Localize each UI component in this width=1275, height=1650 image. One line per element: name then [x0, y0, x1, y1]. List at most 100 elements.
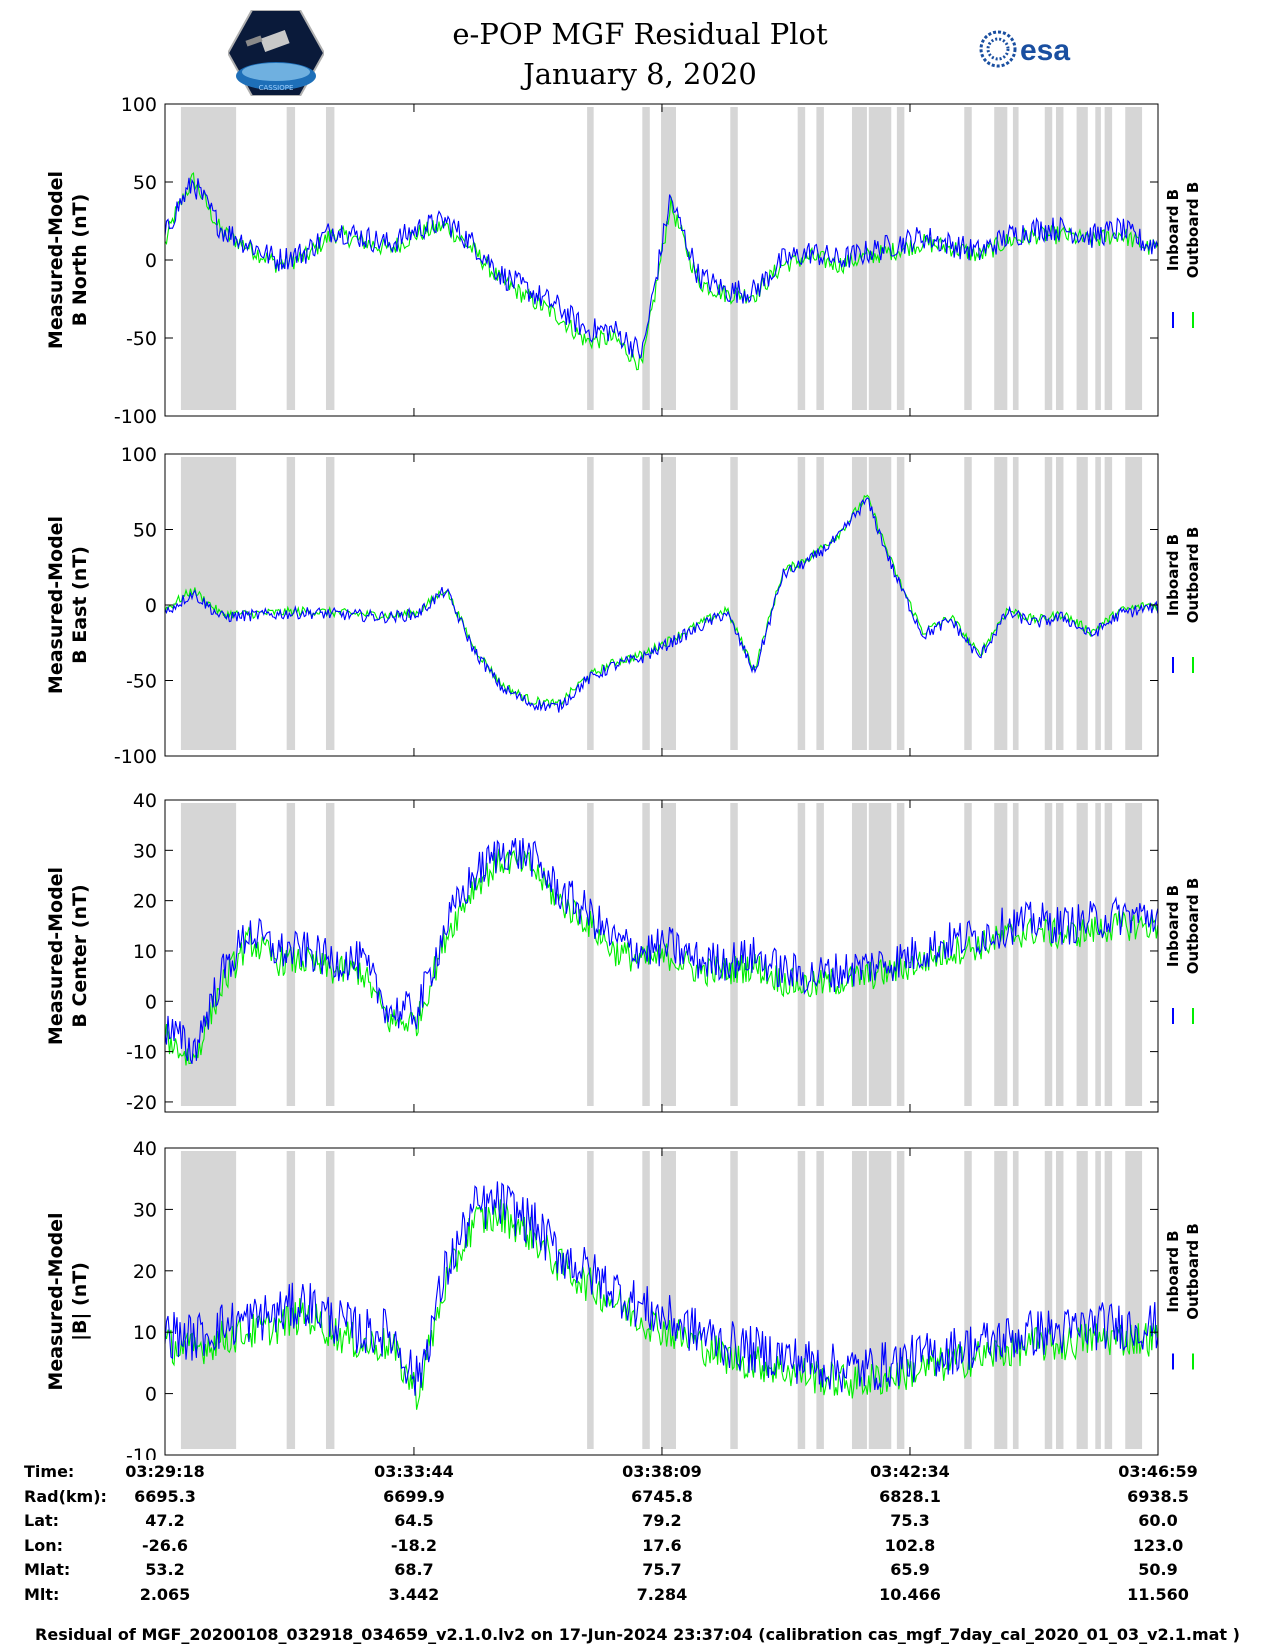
outboard-series-line: [164, 494, 1159, 708]
shade-region: [1076, 803, 1088, 1106]
info-value: 7.284: [636, 1584, 688, 1604]
info-value: 6745.8: [631, 1486, 693, 1506]
legend-outboard-label: Outboard B: [1184, 878, 1202, 975]
info-row: Time: 03:29:18 03:33:44 03:38:09 03:42:34 03:…: [0, 1462, 1275, 1486]
info-value: 64.5: [394, 1511, 434, 1530]
legend-outboard-label: Outboard B: [1184, 527, 1202, 624]
info-value: 123.0: [1132, 1535, 1184, 1555]
info-value: 3.442: [388, 1584, 440, 1604]
shade-region: [1104, 457, 1113, 750]
shade-region: [964, 457, 972, 750]
info-value: -18.2: [390, 1535, 437, 1555]
legend-outboard-label: Outboard B: [1184, 182, 1202, 279]
info-value: 79.2: [642, 1511, 682, 1530]
shade-region: [1055, 457, 1064, 750]
shade-region: [180, 107, 237, 410]
info-value: 65.9: [890, 1560, 930, 1579]
shade-region: [797, 457, 806, 750]
y-tick-label: -50: [126, 328, 157, 350]
shade-region: [286, 107, 296, 410]
y-tick-label: 0: [145, 991, 157, 1013]
shade-region: [964, 1151, 972, 1449]
shade-region: [816, 457, 824, 750]
title-block: e-POP MGF Residual Plot January 8, 2020: [390, 14, 890, 94]
shade-region: [325, 1151, 335, 1449]
shade-region: [1044, 457, 1053, 750]
y-tick-label: 50: [133, 172, 157, 194]
shade-region: [1012, 1151, 1019, 1449]
info-value: 2.065: [139, 1584, 191, 1604]
legend-inboard-label: Inboard B: [1164, 1230, 1182, 1312]
y-tick-label: 20: [133, 1261, 157, 1283]
shade-region: [868, 1151, 892, 1449]
y-tick-label: -10: [126, 1445, 157, 1460]
shade-region: [1055, 1151, 1064, 1449]
y-axis-label: Measured-Model: [45, 867, 67, 1045]
shade-region: [286, 1151, 296, 1449]
legend-outboard-label: Outboard B: [1184, 1223, 1202, 1320]
outboard-series-line: [164, 848, 1159, 1066]
shade-region: [587, 107, 594, 410]
info-row-label: Rad(km):: [24, 1486, 107, 1506]
info-row-label: Lon:: [24, 1535, 63, 1555]
y-tick-label: 100: [121, 94, 157, 116]
shade-region: [964, 803, 972, 1106]
info-value: 10.466: [879, 1584, 941, 1604]
shade-region: [1076, 1151, 1088, 1449]
info-value: 17.6: [642, 1535, 682, 1555]
shade-region: [286, 457, 296, 750]
esa-logo-text: esa: [1020, 34, 1070, 67]
info-value: 68.7: [394, 1560, 434, 1579]
shade-region: [642, 107, 650, 410]
info-value: 75.3: [890, 1511, 930, 1530]
cassiope-logo: CASSIOPE: [226, 9, 326, 100]
y-axis-label: Measured-Model: [45, 1212, 67, 1390]
y-tick-label: 0: [145, 250, 157, 272]
shade-region: [587, 457, 594, 750]
shade-region: [1055, 803, 1064, 1106]
shade-region: [896, 803, 905, 1106]
shade-region: [816, 803, 824, 1106]
info-row-label: Lat:: [24, 1511, 60, 1530]
info-value: 47.2: [145, 1511, 185, 1530]
shade-region: [1044, 803, 1053, 1106]
inboard-series-line: [164, 837, 1159, 1064]
info-value: -26.6: [141, 1535, 189, 1555]
info-row-label: Mlt:: [24, 1584, 60, 1604]
y-tick-label: 100: [121, 444, 157, 466]
shade-region: [661, 803, 677, 1106]
shade-region: [994, 803, 1008, 1106]
y-tick-label: 50: [133, 520, 157, 542]
shade-region: [1012, 803, 1019, 1106]
info-value: 03:38:09: [622, 1462, 702, 1481]
info-row: Rad(km): 6695.3 6699.9 6745.8 6828.1 6938.5: [0, 1487, 1275, 1511]
shade-region: [851, 803, 867, 1106]
shade-region: [797, 803, 806, 1106]
shade-region: [1125, 107, 1143, 410]
shade-region: [1125, 457, 1143, 750]
shade-region: [661, 457, 677, 750]
inboard-series-line: [164, 177, 1159, 359]
shade-region: [1125, 1151, 1143, 1449]
shade-region: [1044, 107, 1053, 410]
info-value: 6828.1: [879, 1486, 941, 1506]
info-value: 03:33:44: [374, 1462, 454, 1481]
info-value: 03:46:59: [1118, 1462, 1198, 1481]
y-axis-label: B Center (nT): [69, 884, 91, 1027]
legend-inboard-label: Inboard B: [1164, 885, 1182, 967]
shade-region: [661, 1151, 677, 1449]
shade-region: [994, 457, 1008, 750]
info-value: 53.2: [145, 1560, 185, 1579]
info-row: Mlat: 53.2 68.7 75.7 65.9 50.9: [0, 1560, 1275, 1584]
y-tick-label: 0: [145, 1384, 157, 1406]
y-tick-label: 30: [133, 1199, 157, 1221]
shade-region: [730, 107, 738, 410]
shade-region: [1076, 457, 1088, 750]
info-value: 102.8: [884, 1535, 936, 1555]
y-axis-label: Measured-Model: [45, 516, 67, 694]
shade-region: [868, 457, 892, 750]
y-tick-label: 20: [133, 891, 157, 913]
y-tick-label: 10: [133, 941, 157, 963]
y-tick-label: -10: [126, 1042, 157, 1064]
